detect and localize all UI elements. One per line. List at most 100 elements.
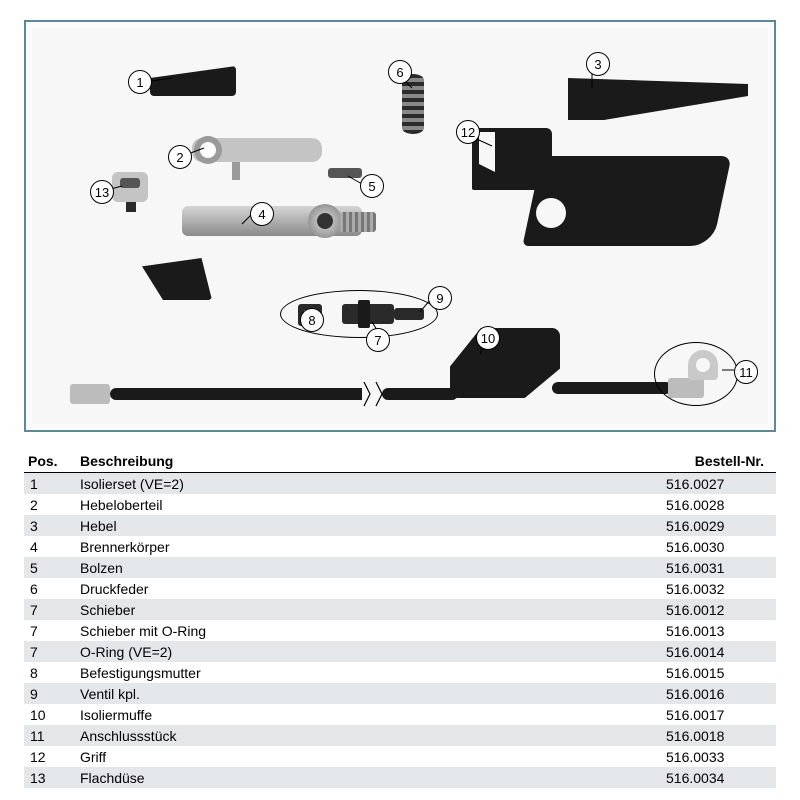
part-druckfeder	[402, 74, 424, 134]
cell-desc: O-Ring (VE=2)	[76, 641, 666, 662]
pivot-hole	[200, 142, 216, 158]
table-row: 2Hebeloberteil516.0028	[24, 494, 776, 515]
table-row: 6Druckfeder516.0032	[24, 578, 776, 599]
callout-label: 9	[436, 291, 443, 306]
parts-table: Pos. Beschreibung Bestell-Nr. 1Isolierse…	[24, 450, 776, 788]
table-row: 3Hebel516.0029	[24, 515, 776, 536]
part-bolzen	[328, 168, 362, 178]
cell-pos: 9	[24, 683, 76, 704]
part-hebeloberteil-pin	[232, 162, 240, 180]
cell-pos: 7	[24, 599, 76, 620]
cell-desc: Bolzen	[76, 557, 666, 578]
part-brenner-thread	[340, 212, 376, 232]
callout-5: 5	[360, 174, 384, 198]
callout-2: 2	[168, 145, 192, 169]
cell-desc: Isoliermuffe	[76, 704, 666, 725]
callout-7: 7	[366, 328, 390, 352]
callout-label: 2	[176, 150, 183, 165]
cell-pos: 3	[24, 515, 76, 536]
cell-desc: Schieber mit O-Ring	[76, 620, 666, 641]
cell-order: 516.0030	[666, 536, 776, 557]
callout-label: 8	[308, 313, 315, 328]
cell-pos: 11	[24, 725, 76, 746]
cable-right	[552, 382, 672, 394]
callout-4: 4	[250, 202, 274, 226]
cell-order: 516.0018	[666, 725, 776, 746]
callout-label: 4	[258, 207, 265, 222]
callout-label: 3	[594, 57, 601, 72]
callout-8: 8	[300, 308, 324, 332]
break-mark	[360, 380, 386, 408]
callout-10: 10	[476, 326, 500, 350]
table-row: 12Griff516.0033	[24, 746, 776, 767]
callout-label: 10	[481, 331, 495, 346]
table-row: 8Befestigungsmutter516.0015	[24, 662, 776, 683]
table-row: 11Anschlussstück516.0018	[24, 725, 776, 746]
cell-desc: Isolierset (VE=2)	[76, 473, 666, 495]
cell-order: 516.0012	[666, 599, 776, 620]
table-row: 10Isoliermuffe516.0017	[24, 704, 776, 725]
callout-label: 5	[368, 179, 375, 194]
table-header-row: Pos. Beschreibung Bestell-Nr.	[24, 450, 776, 473]
cell-order: 516.0032	[666, 578, 776, 599]
cell-pos: 12	[24, 746, 76, 767]
col-desc: Beschreibung	[76, 450, 666, 473]
cable-mid	[382, 388, 458, 400]
callout-3: 3	[586, 52, 610, 76]
cell-desc: Befestigungsmutter	[76, 662, 666, 683]
cell-pos: 5	[24, 557, 76, 578]
table-row: 13Flachdüse516.0034	[24, 767, 776, 788]
cell-pos: 7	[24, 641, 76, 662]
cell-order: 516.0027	[666, 473, 776, 495]
callout-label: 11	[739, 365, 753, 380]
cell-desc: Ventil kpl.	[76, 683, 666, 704]
cell-order: 516.0028	[666, 494, 776, 515]
cell-order: 516.0029	[666, 515, 776, 536]
joint-hole	[317, 213, 333, 229]
griff-hole	[536, 198, 566, 228]
table-row: 7Schieber516.0012	[24, 599, 776, 620]
part-isoliermuffe	[450, 328, 560, 398]
callout-12: 12	[456, 120, 480, 144]
part-isolierset-top	[150, 66, 236, 96]
callout-13: 13	[90, 180, 114, 204]
cell-pos: 1	[24, 473, 76, 495]
cell-pos: 2	[24, 494, 76, 515]
cell-pos: 10	[24, 704, 76, 725]
cell-desc: Anschlussstück	[76, 725, 666, 746]
cable-left	[110, 388, 368, 400]
flachduese-slot	[120, 178, 140, 188]
exploded-diagram: 1 2 3 4 5 6 7 8 9 10 11 12 13	[24, 20, 776, 432]
cell-desc: Flachdüse	[76, 767, 666, 788]
cell-order: 516.0031	[666, 557, 776, 578]
cell-desc: Brennerkörper	[76, 536, 666, 557]
table-row: 5Bolzen516.0031	[24, 557, 776, 578]
cell-order: 516.0017	[666, 704, 776, 725]
diagram-background: 1 2 3 4 5 6 7 8 9 10 11 12 13	[32, 28, 768, 424]
part-flachduese-stem	[126, 202, 136, 212]
col-order: Bestell-Nr.	[666, 450, 776, 473]
callout-label: 7	[374, 333, 381, 348]
table-body: 1Isolierset (VE=2)516.0027 2Hebelobertei…	[24, 473, 776, 789]
part-isolierset-bottom	[142, 258, 212, 300]
callout-label: 13	[95, 185, 109, 200]
cell-order: 516.0034	[666, 767, 776, 788]
callout-label: 12	[461, 125, 475, 140]
callout-11: 11	[734, 360, 758, 384]
cell-pos: 13	[24, 767, 76, 788]
cell-order: 516.0013	[666, 620, 776, 641]
cell-desc: Griff	[76, 746, 666, 767]
cable-fitting-left	[70, 384, 110, 404]
col-pos: Pos.	[24, 450, 76, 473]
cell-order: 516.0015	[666, 662, 776, 683]
cell-pos: 8	[24, 662, 76, 683]
cell-order: 516.0016	[666, 683, 776, 704]
cell-desc: Hebel	[76, 515, 666, 536]
cell-order: 516.0033	[666, 746, 776, 767]
cell-desc: Druckfeder	[76, 578, 666, 599]
cell-desc: Hebeloberteil	[76, 494, 666, 515]
table-row: 4Brennerkörper516.0030	[24, 536, 776, 557]
callout-label: 1	[136, 75, 143, 90]
cell-pos: 4	[24, 536, 76, 557]
callout-label: 6	[396, 65, 403, 80]
